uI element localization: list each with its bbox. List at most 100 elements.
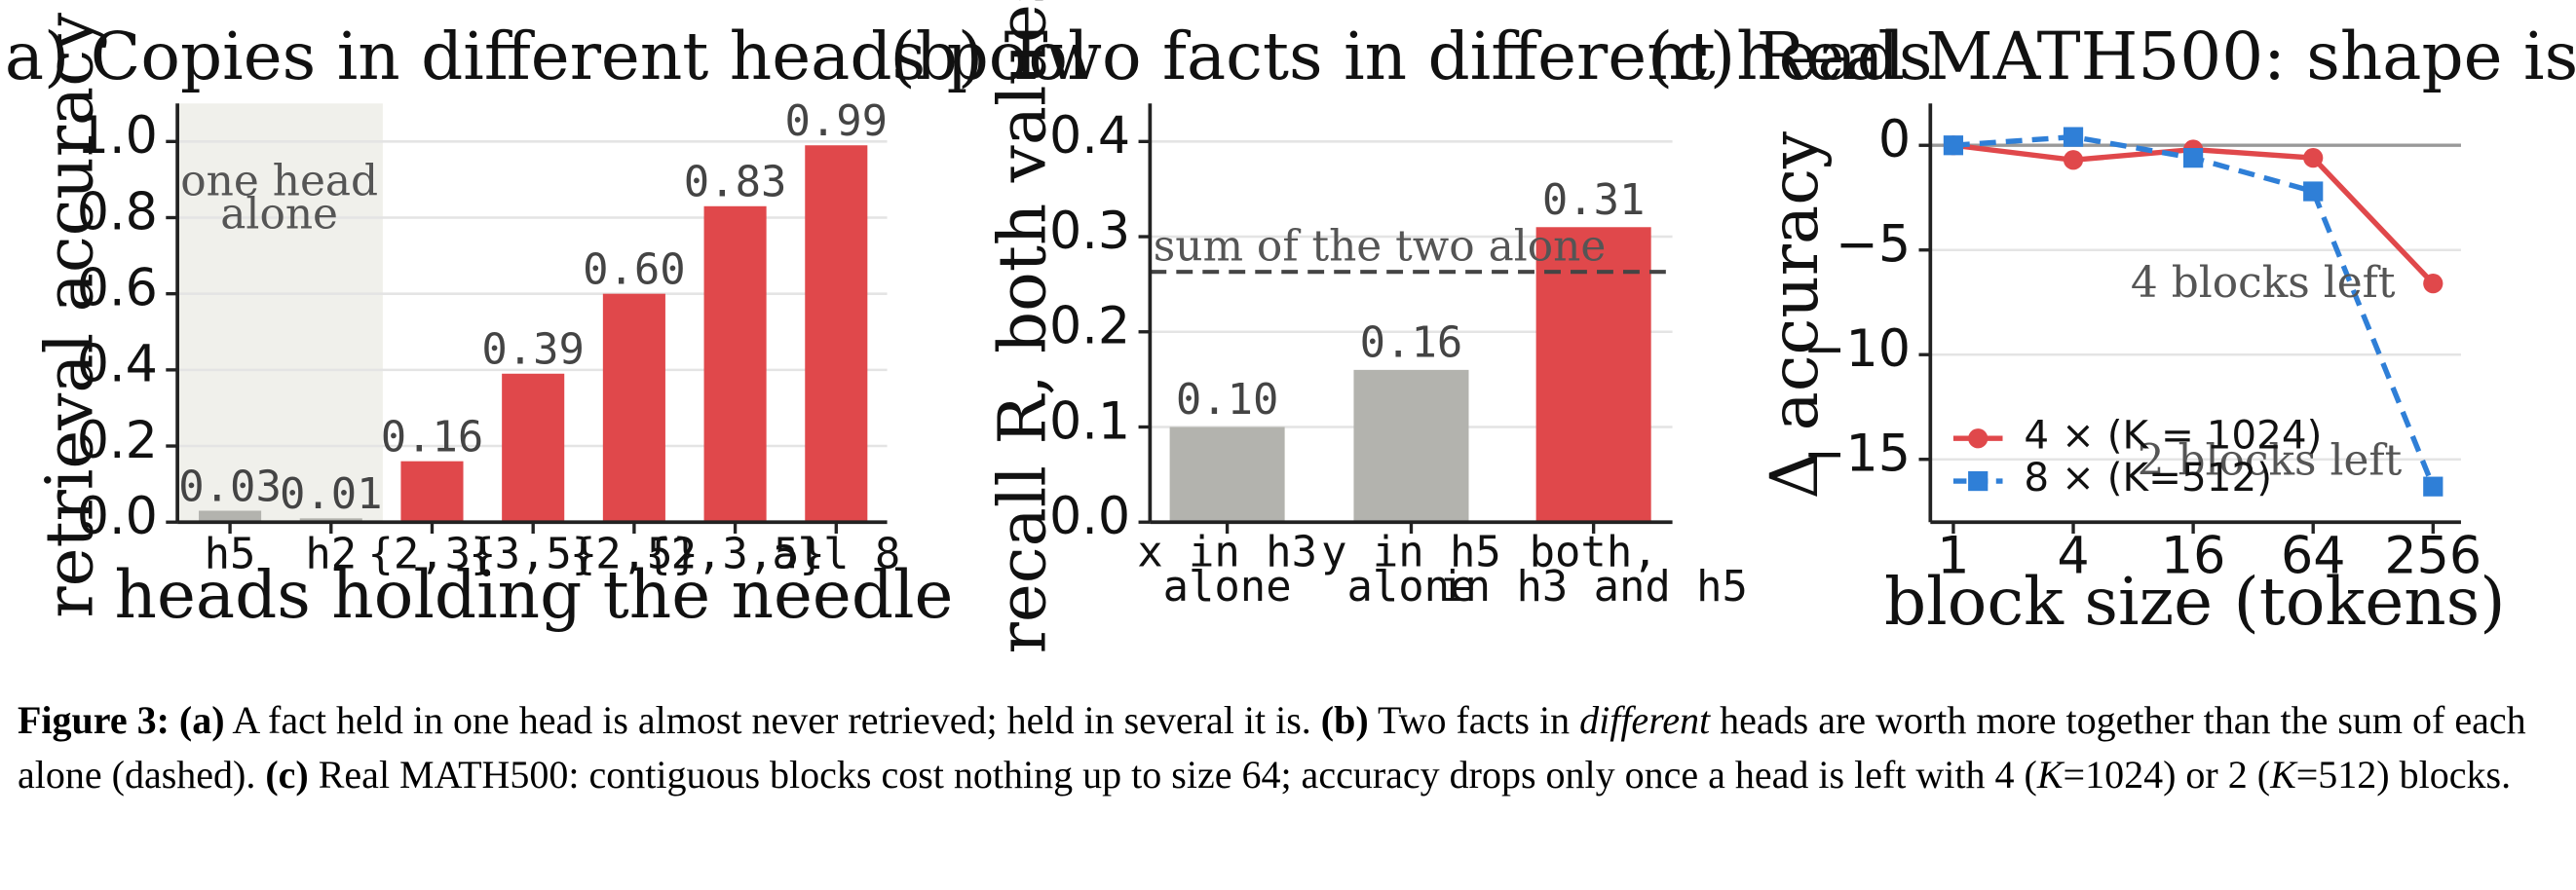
y-tick-label: −10 <box>1803 319 1911 379</box>
caption-b-emphasis: different <box>1579 698 1711 742</box>
y-axis-label: recall R, both values <box>983 0 1060 653</box>
bar <box>1535 227 1651 523</box>
data-point <box>2303 148 2324 168</box>
y-axis-label: retrieval accuracy <box>30 13 107 618</box>
data-point <box>2423 274 2443 294</box>
figure-scale-group: one head alone 0.030.010.160.390.600.830… <box>0 0 2576 653</box>
bar <box>299 518 362 523</box>
bar <box>199 510 262 523</box>
y-tick-label: 0.6 <box>77 258 158 317</box>
x-axis-label: block size (tokens) <box>1884 563 2506 640</box>
annotation-4-blocks: 4 blocks left <box>2131 258 2396 308</box>
data-point <box>2063 127 2084 147</box>
y-tick-label: 0 <box>1878 110 1911 169</box>
value-label: 0.83 <box>684 158 787 207</box>
panel-a: one head alone 0.030.010.160.390.600.830… <box>0 13 1089 633</box>
chart-title: (b) Two facts in different heads <box>890 18 1932 94</box>
x-ticks: 1 4 16 64 256 <box>1937 522 2481 585</box>
bar <box>1353 369 1469 523</box>
y-tick-label: 0.1 <box>1049 391 1130 451</box>
caption-figure-label: Figure 3: <box>18 698 170 742</box>
x-tick-label: h5 <box>205 529 256 578</box>
x-axis-label: heads holding the needle <box>115 556 954 633</box>
y-tick-label: 0.2 <box>1049 297 1130 356</box>
caption-b-label: (b) <box>1320 698 1369 742</box>
value-label: 0.01 <box>280 469 383 519</box>
annotation-2-blocks: 2 blocks left <box>2138 435 2403 485</box>
x-tick-label: h2 <box>305 529 357 578</box>
legend-marker <box>1968 428 1989 449</box>
caption-c-text: Real MATH500: contiguous blocks cost not… <box>318 753 2037 797</box>
x-tick-label: 64 <box>2281 526 2346 585</box>
caption-k-symbol: K <box>2270 753 2296 797</box>
y-ticks: 0 −5 −10 −15 <box>1803 110 1931 484</box>
series <box>1943 127 2443 497</box>
caption-a-text: A fact held in one head is almost never … <box>232 698 1311 742</box>
bars <box>199 145 868 523</box>
y-tick-label: 0.4 <box>1049 106 1130 166</box>
y-tick-label: 0.8 <box>77 182 158 241</box>
bar <box>805 145 868 523</box>
value-label: 0.60 <box>583 245 686 295</box>
caption-a-label: (a) <box>178 698 225 742</box>
value-label: 0.10 <box>1176 375 1279 425</box>
x-tick-label: alone <box>1163 562 1292 612</box>
data-point <box>1943 135 1964 156</box>
legend-marker <box>1968 470 1989 492</box>
y-tick-label: 0.0 <box>1049 487 1130 546</box>
value-labels: 0.030.01 0.16 0.39 0.60 0.83 0.99 <box>178 96 888 519</box>
chart-title: (c) Real MATH500: shape is free <box>1648 18 2576 94</box>
x-ticks: h5 h2 {2,3}{3,5}{2,5}{2,3,5}all 8 <box>205 522 900 578</box>
value-label: 0.39 <box>481 325 585 375</box>
y-tick-label: 1.0 <box>77 106 158 166</box>
y-tick-label: 0.3 <box>1049 202 1130 261</box>
y-ticks: 0.0 0.1 0.2 0.3 0.4 <box>1049 106 1151 546</box>
caption-b-text: heads are worth more together than the s… <box>18 698 2526 797</box>
caption-c-text: =512) blocks. <box>2295 753 2512 797</box>
y-tick-label: −5 <box>1836 215 1911 275</box>
x-tick-label: 16 <box>2161 526 2226 585</box>
legend-label: 4 × (K = 1024) <box>2024 411 2322 458</box>
data-point <box>2063 150 2084 170</box>
x-tick-label: {2,5} <box>570 529 699 578</box>
value-label: 0.03 <box>178 462 282 511</box>
data-point <box>2303 181 2324 202</box>
bar <box>400 461 464 523</box>
x-tick-label: {3,5} <box>469 529 597 578</box>
chart-title: (a) Copies in different heads pool <box>0 18 1089 94</box>
reference-line-label: sum of the two alone <box>1154 221 1607 271</box>
value-label: 0.16 <box>1360 317 1463 367</box>
x-tick-label: both, <box>1530 528 1658 577</box>
x-tick-label: alone <box>1346 562 1475 612</box>
y-tick-label: 0.4 <box>77 335 158 394</box>
panel-b: 0.100.160.31 sum of the two alone 0.00.1… <box>890 0 1932 653</box>
y-axis-label: Δ accuracy <box>1756 131 1833 500</box>
bar <box>703 205 767 523</box>
figure-caption: Figure 3: (a) A fact held in one head is… <box>18 693 2560 802</box>
caption-b-text: Two facts in <box>1377 698 1571 742</box>
bars <box>1169 227 1651 523</box>
x-tick-label: x in h3 <box>1137 528 1317 577</box>
x-tick-label: {2,3} <box>368 529 497 578</box>
legend: 4 × (K = 1024)8 × (K=512) <box>1952 411 2322 501</box>
x-tick-label: 256 <box>2384 526 2481 585</box>
shaded-region-label: one head <box>180 157 378 206</box>
bar <box>602 293 665 523</box>
legend-label: 8 × (K=512) <box>2024 454 2272 501</box>
data-point <box>2423 476 2443 497</box>
value-label: 0.16 <box>381 413 484 463</box>
data-point <box>2182 148 2204 168</box>
bar <box>502 373 565 523</box>
value-labels: 0.10 0.16 0.31 <box>1176 175 1646 425</box>
shaded-region-label: alone <box>220 189 338 239</box>
x-tick-label: y in h5 <box>1321 528 1501 577</box>
x-tick-label: all 8 <box>772 529 900 578</box>
bar <box>1169 426 1285 523</box>
y-tick-label: −15 <box>1803 425 1911 484</box>
value-label: 0.99 <box>785 96 889 146</box>
y-ticks: 0.0 0.2 0.4 0.6 0.8 1.0 <box>77 106 178 546</box>
y-tick-label: 0.2 <box>77 411 158 470</box>
x-tick-label: in h3 and h5 <box>1439 562 1748 612</box>
